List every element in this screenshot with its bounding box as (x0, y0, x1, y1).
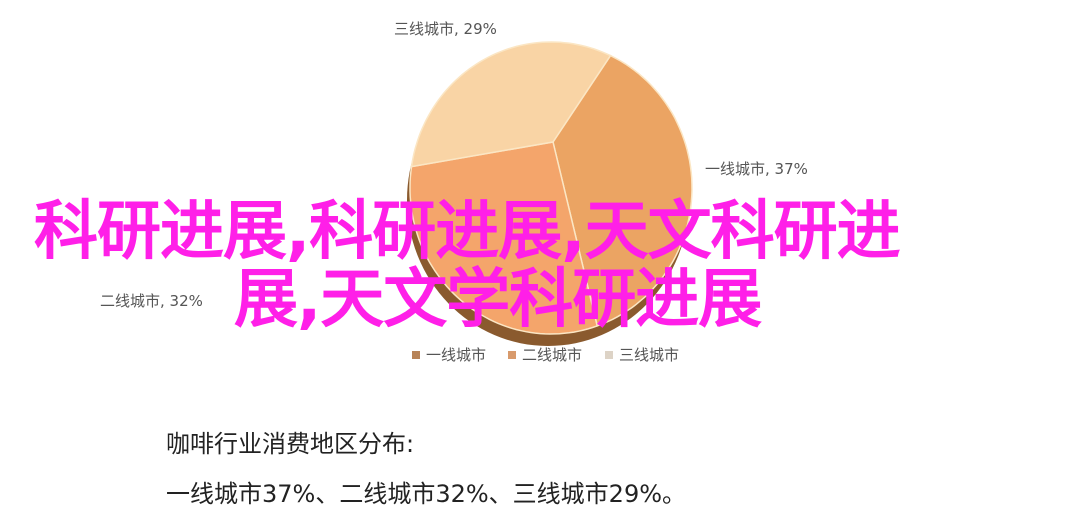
legend-item-tier3: 三线城市 (605, 346, 679, 364)
pie-slice-tier1 (552, 54, 693, 327)
legend-swatch (605, 351, 613, 359)
pie-slice-tier3 (410, 41, 612, 168)
slice-label-tier1: 一线城市, 37% (705, 160, 808, 178)
legend-swatch (412, 351, 420, 359)
caption-heading: 咖啡行业消费地区分布: (166, 430, 415, 458)
overlay-title-line2: 展,天文学科研进展 (234, 263, 762, 337)
legend-label: 一线城市 (426, 346, 487, 364)
legend-label: 三线城市 (619, 346, 680, 364)
caption-body: 一线城市37%、二线城市32%、三线城市29%。 (166, 480, 687, 508)
slice-label-tier3: 三线城市, 29% (394, 20, 497, 38)
legend-label: 二线城市 (522, 346, 583, 364)
pie-slice-tier2 (409, 141, 599, 335)
overlay-title-line1: 科研进展,科研进展,天文科研进 (34, 195, 901, 269)
legend-item-tier1: 一线城市 (412, 346, 486, 364)
legend-swatch (508, 351, 516, 359)
legend-item-tier2: 二线城市 (508, 346, 582, 364)
slice-label-tier2: 二线城市, 32% (100, 292, 203, 310)
